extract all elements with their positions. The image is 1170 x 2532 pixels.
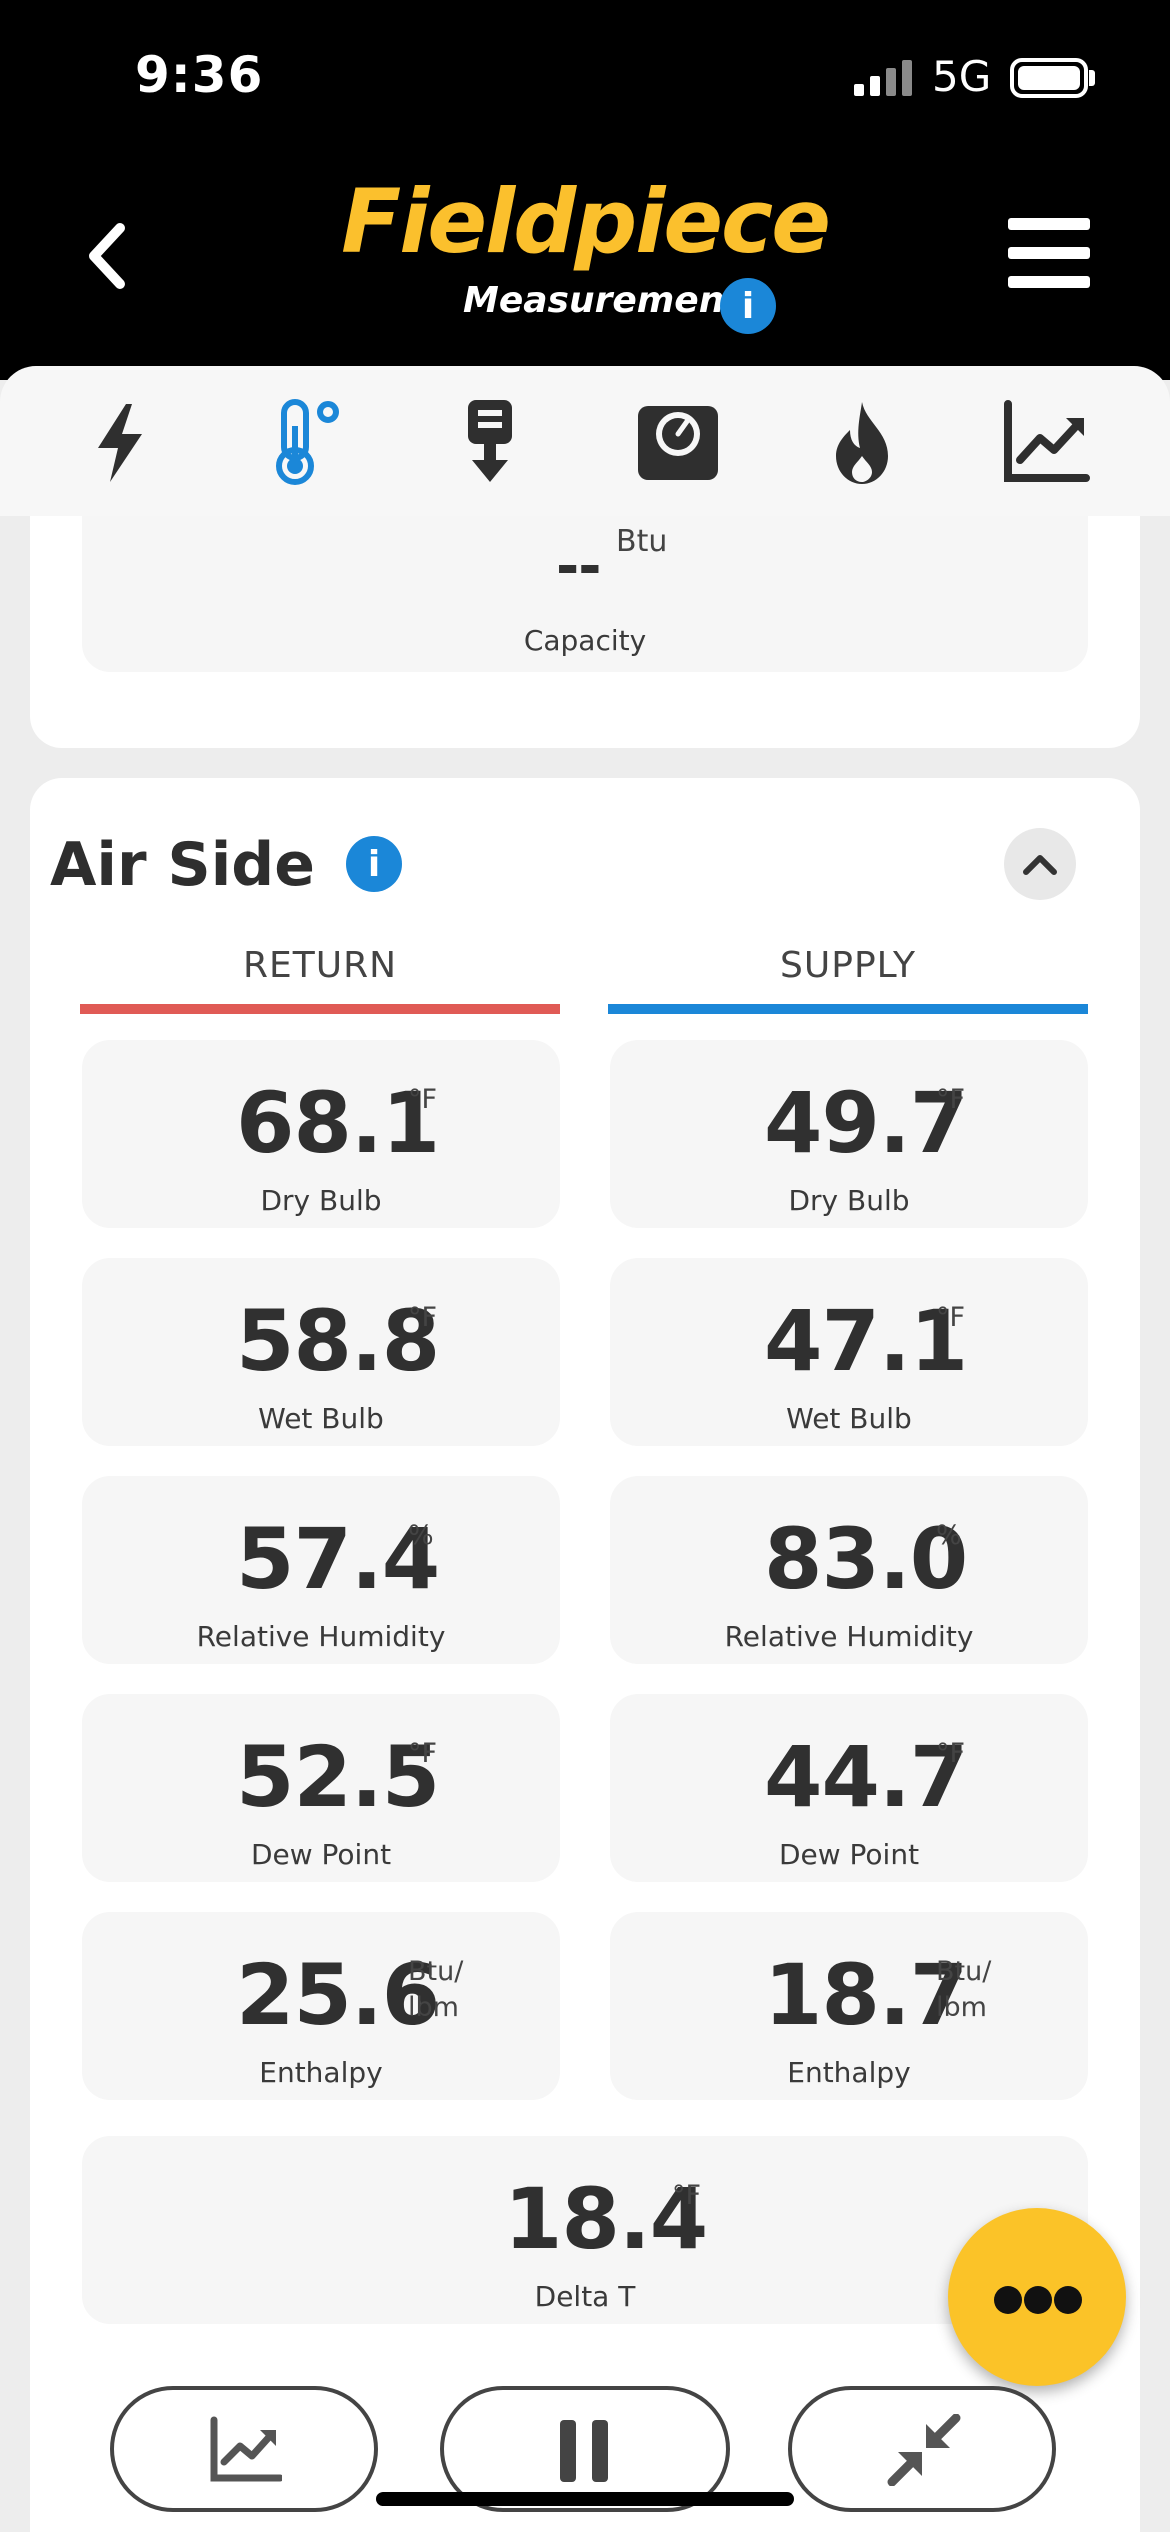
return-color-bar [80, 1004, 560, 1014]
measurement-unit: Btu/ [936, 1956, 992, 1987]
tab-pressure[interactable] [632, 396, 724, 488]
measurement-unit: °F [408, 1302, 438, 1333]
measurement-label: Relative Humidity [724, 1620, 974, 1653]
pause-button[interactable] [440, 2386, 730, 2512]
measurement-label: Wet Bulb [786, 1402, 912, 1435]
more-options-button[interactable] [948, 2208, 1126, 2386]
tab-combustion[interactable] [816, 396, 908, 488]
measurement-value: 57.4 [236, 1510, 440, 1608]
measurement-value: 68.1 [236, 1074, 440, 1172]
status-bar: 9:36 5G [0, 0, 1170, 150]
measurement-label: Dew Point [778, 1838, 920, 1871]
measurement-unit: °F [936, 1302, 966, 1333]
supply-dew-point-tile: 44.7 °F Dew Point [610, 1694, 1088, 1882]
more-dots-icon-dot [1024, 2286, 1052, 2314]
capacity-value: -- [556, 534, 601, 599]
measurement-unit: °F [936, 1084, 966, 1115]
measurement-label: Wet Bulb [258, 1402, 384, 1435]
measurement-value: 58.8 [236, 1292, 440, 1390]
supply-wet-bulb-tile: 47.1 °F Wet Bulb [610, 1258, 1088, 1446]
status-time: 9:36 [135, 46, 264, 104]
measurement-label: Dry Bulb [788, 1184, 910, 1217]
tab-trends[interactable] [1000, 396, 1092, 488]
pause-icon [560, 2420, 608, 2482]
lightning-icon [98, 404, 142, 482]
thermometer-icon [276, 399, 339, 485]
collapse-button[interactable] [1004, 828, 1076, 900]
tab-electrical[interactable] [76, 396, 168, 488]
measurement-value: 52.5 [236, 1728, 440, 1826]
download-device-icon [468, 400, 512, 482]
measurement-unit: °F [408, 1738, 438, 1769]
measurement-unit: % [408, 1520, 434, 1551]
measurement-label: Enthalpy [787, 2056, 911, 2089]
measurement-value: 18.7 [764, 1946, 968, 2044]
measurement-label: Dew Point [250, 1838, 392, 1871]
return-relative-humidity-tile: 57.4 % Relative Humidity [82, 1476, 560, 1664]
chevron-left-icon[interactable] [82, 216, 130, 296]
graph-button[interactable] [110, 2386, 378, 2512]
capacity-unit: Btu [616, 524, 668, 559]
return-enthalpy-tile: 25.6 Btu/ lbm Enthalpy [82, 1912, 560, 2100]
chart-icon [1004, 400, 1090, 482]
measurement-unit: °F [936, 1738, 966, 1769]
measurement-value: 49.7 [764, 1074, 968, 1172]
capacity-card: -- Btu Capacity [30, 516, 1140, 748]
delta-t-tile: 18.4 °F Delta T [82, 2136, 1088, 2324]
measurement-unit: % [936, 1520, 962, 1551]
compress-icon [887, 2414, 961, 2486]
gauge-icon [638, 406, 718, 480]
measurement-label: Enthalpy [259, 2056, 383, 2089]
battery-tip [1089, 70, 1095, 86]
measurement-label: Delta T [534, 2280, 636, 2313]
return-dry-bulb-tile: 68.1 °F Dry Bulb [82, 1040, 560, 1228]
supply-dry-bulb-tile: 49.7 °F Dry Bulb [610, 1040, 1088, 1228]
home-indicator [376, 2492, 794, 2506]
measurement-tab-bar [0, 366, 1170, 516]
return-dew-point-tile: 52.5 °F Dew Point [82, 1694, 560, 1882]
section-title: Air Side [50, 830, 315, 900]
measurement-value: 25.6 [236, 1946, 440, 2044]
measurement-unit: °F [408, 1084, 438, 1115]
measurements-info-icon[interactable]: i [720, 278, 776, 334]
measurement-unit-denominator: lbm [936, 1992, 987, 2023]
more-dots-icon [994, 2286, 1022, 2314]
return-wet-bulb-tile: 58.8 °F Wet Bulb [82, 1258, 560, 1446]
capacity-label: Capacity [523, 624, 647, 657]
chart-icon [210, 2416, 282, 2482]
cellular-signal-icon [854, 60, 912, 96]
return-column-header: RETURN [242, 945, 398, 986]
supply-relative-humidity-tile: 83.0 % Relative Humidity [610, 1476, 1088, 1664]
page-subtitle: Measurements [463, 280, 763, 321]
tab-device-download[interactable] [444, 396, 536, 488]
supply-enthalpy-tile: 18.7 Btu/ lbm Enthalpy [610, 1912, 1088, 2100]
minimize-button[interactable] [788, 2386, 1056, 2512]
supply-color-bar [608, 1004, 1088, 1014]
app-header: Fieldpiece Measurements i [0, 150, 1170, 380]
measurement-value: 44.7 [764, 1728, 968, 1826]
supply-column-header: SUPPLY [780, 945, 916, 986]
network-type: 5G [932, 52, 992, 101]
capacity-tile: -- Btu Capacity [82, 516, 1088, 672]
flame-icon [836, 402, 888, 484]
measurement-value: 47.1 [764, 1292, 968, 1390]
app-logo: Fieldpiece [341, 170, 831, 273]
measurement-unit: Btu/ [408, 1956, 464, 1987]
tab-temperature[interactable] [258, 396, 350, 488]
more-dots-icon-dot [1054, 2286, 1082, 2314]
measurement-label: Dry Bulb [260, 1184, 382, 1217]
air-side-info-icon[interactable]: i [346, 836, 402, 892]
hamburger-menu-icon[interactable] [1008, 218, 1090, 288]
measurement-value: 18.4 [504, 2170, 708, 2268]
measurement-unit: °F [672, 2180, 702, 2211]
chevron-up-icon [1023, 855, 1057, 875]
measurement-unit-denominator: lbm [408, 1992, 459, 2023]
measurement-value: 83.0 [764, 1510, 968, 1608]
measurement-label: Relative Humidity [196, 1620, 446, 1653]
battery-icon [1010, 58, 1088, 98]
